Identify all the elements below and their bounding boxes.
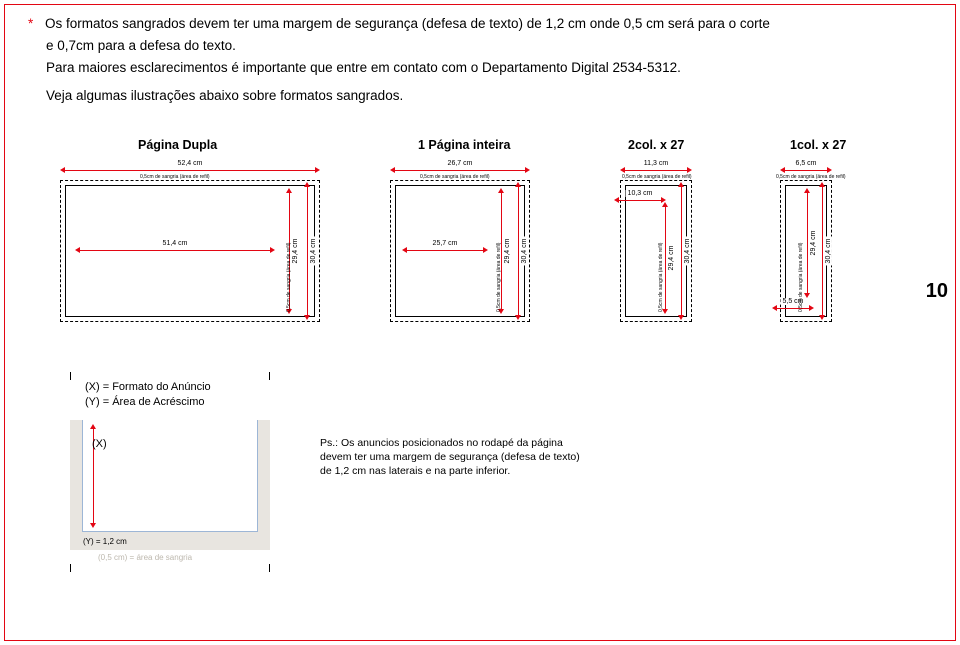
ps-line3: de 1,2 cm nas laterais e na parte inferi… [320,464,660,478]
format-2col: 11,3 cm 0,5cm de sangria (área de refil)… [620,172,692,322]
dupla-sang-side: 0,5cm de sangria (área de refil) [286,243,292,312]
adbox-y-label: (Y) = 1,2 cm [83,537,127,546]
heading-1col: 1col. x 27 [790,138,846,152]
dupla-outer-h: 30,4 cm [310,237,317,266]
intro-line3: Veja algumas ilustrações abaixo sobre fo… [28,86,900,106]
intro-line1b: e 0,7cm para a defesa do texto. [28,36,900,56]
legend-y: (Y) = Área de Acréscimo [85,395,211,410]
col2-sang-side: 0,5cm de sangria (área de refil) [658,243,664,312]
col2-outer-w: 11,3 cm [642,160,670,167]
page-number: 10 [926,280,948,303]
adbox-x-label: (X) [92,438,107,450]
intro-star: * [28,16,33,31]
ps-note: Ps.: Os anuncios posicionados no rodapé … [320,436,660,479]
col1-outer-w: 6,5 cm [793,160,818,167]
intro-line2: Para maiores esclarecimentos é important… [28,58,900,78]
legend-text: (X) = Formato do Anúncio (Y) = Área de A… [85,380,211,411]
col1-sang-side: 0,5cm de sangria (área de refil) [798,243,804,312]
inteira-inner-h: 29,4 cm [504,237,511,266]
col2-inner-w: 10,3 cm [626,190,655,197]
dupla-outer-w: 52,4 cm [176,160,205,167]
diagram-row: 52,4 cm 0,5cm de sangria (área de refil)… [0,172,960,342]
col1-outer-h: 30,4 cm [825,237,832,266]
heading-row: Página Dupla 1 Página inteira 2col. x 27… [0,138,960,158]
intro-line1a: Os formatos sangrados devem ter uma marg… [45,16,770,31]
heading-dupla: Página Dupla [138,138,217,152]
inteira-inner-w: 25,7 cm [431,240,460,247]
col2-outer-h: 30,4 cm [684,237,691,266]
adbox-sang-label: (0,5 cm) = área de sangria [98,553,192,562]
legend-x: (X) = Formato do Anúncio [85,380,211,395]
heading-inteira: 1 Página inteira [418,138,510,152]
inteira-outer-w: 26,7 cm [446,160,475,167]
inteira-outer-h: 30,4 cm [521,237,528,266]
format-dupla: 52,4 cm 0,5cm de sangria (área de refil)… [60,172,320,322]
inteira-sang-side: 0,5cm de sangria (área de refil) [496,243,502,312]
ps-line1: Ps.: Os anuncios posicionados no rodapé … [320,436,660,450]
col2-inner-h: 29,4 cm [668,244,675,273]
heading-2col: 2col. x 27 [628,138,684,152]
intro-text: * Os formatos sangrados devem ter uma ma… [28,14,900,107]
ad-box-diagram: (X) (Y) = 1,2 cm (0,5 cm) = área de sang… [70,420,270,550]
dupla-inner-w: 51,4 cm [161,240,190,247]
dupla-inner-h: 29,4 cm [292,237,299,266]
format-inteira: 26,7 cm 0,5cm de sangria (área de refil)… [390,172,530,322]
ps-line2: devem ter uma margem de segurança (defes… [320,450,660,464]
format-1col: 6,5 cm 0,5cm de sangria (área de refil) … [780,172,832,322]
